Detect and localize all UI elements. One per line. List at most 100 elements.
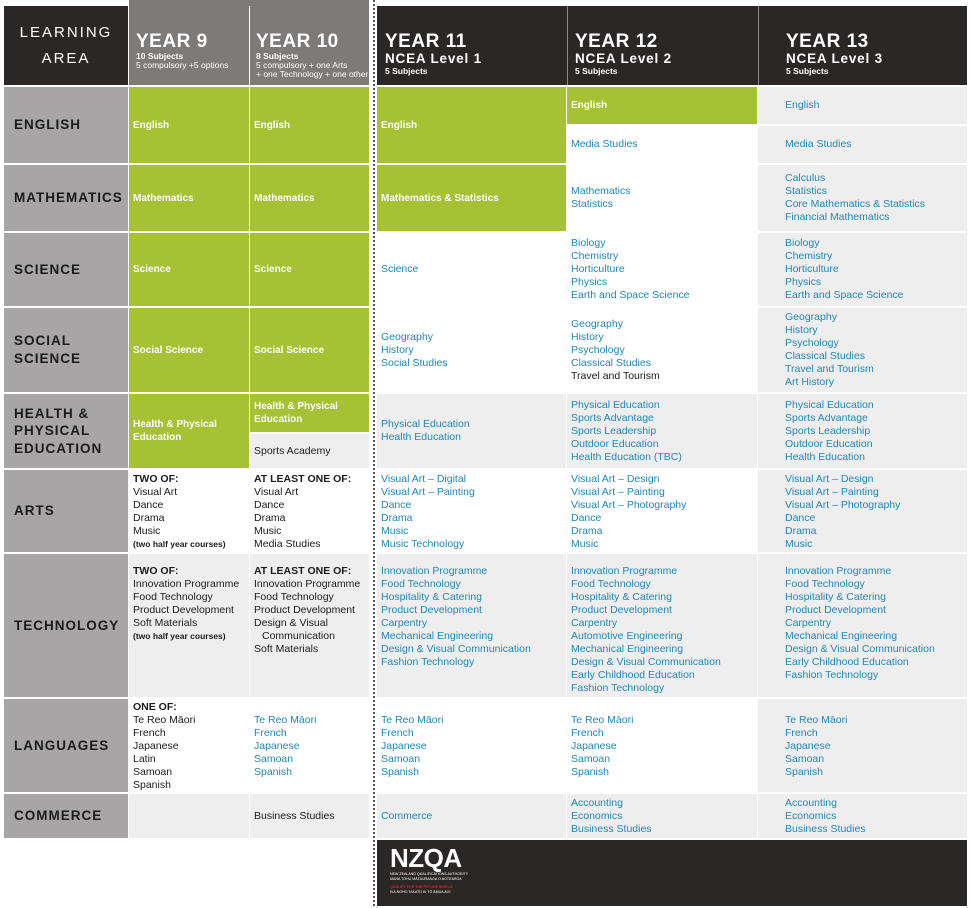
- list-item: French: [254, 727, 287, 739]
- maths-y12: Mathematics Statistics: [567, 165, 757, 231]
- list-item: History: [785, 324, 818, 336]
- maths-y9-text: Mathematics: [133, 192, 194, 204]
- area-social-label-2: SCIENCE: [14, 351, 82, 366]
- list-item: Te Reo Māori: [133, 714, 196, 726]
- list-item: French: [381, 727, 414, 739]
- social-y11: Geography History Social Studies: [377, 308, 566, 392]
- list-item: Visual Art – Design: [571, 473, 660, 485]
- list-item: Statistics: [571, 198, 614, 210]
- list-item: Samoan: [133, 766, 173, 778]
- year9-note: 5 compulsory +5 options: [136, 60, 229, 70]
- area-health-label-1: HEALTH &: [14, 405, 90, 421]
- list-item: Biology: [571, 237, 606, 249]
- list-item: Social Studies: [381, 356, 448, 369]
- arts-y13: Visual Art – Design Visual Art – Painting…: [758, 470, 967, 552]
- list-item: Communication: [262, 630, 335, 642]
- list-item: Education: [254, 414, 303, 425]
- list-item: Fashion Technology: [785, 669, 879, 681]
- year10-note-2: + one Technology + one other: [256, 69, 369, 79]
- area-commerce: COMMERCE: [4, 794, 128, 838]
- list-item: Fashion Technology: [381, 656, 475, 668]
- health-y11: Physical Education Health Education: [377, 394, 566, 468]
- list-item: Earth and Space Science: [785, 289, 904, 301]
- list-item: Japanese: [571, 740, 617, 752]
- area-science-label: SCIENCE: [14, 261, 82, 277]
- list-item: Soft Materials: [254, 643, 319, 655]
- area-mathematics-label: MATHEMATICS: [14, 190, 123, 206]
- list-item: Samoan: [571, 753, 611, 765]
- area-arts: ARTS: [4, 470, 128, 552]
- year13-subjects: 5 Subjects: [786, 66, 829, 76]
- list-item: Food Technology: [254, 591, 334, 603]
- list-item: Travel and Tourism: [571, 369, 660, 382]
- arts-y9: TWO OF: Visual Art Dance Drama Music (two hal…: [129, 470, 249, 552]
- languages-y9-head: ONE OF:: [133, 701, 177, 713]
- list-item: Samoan: [785, 753, 825, 765]
- list-item: Te Reo Māori: [381, 714, 444, 726]
- maths-y10: Mathematics: [250, 165, 369, 231]
- list-item: Visual Art – Photography: [785, 499, 901, 511]
- list-item: Samoan: [254, 753, 294, 765]
- list-item: Calculus: [785, 172, 826, 184]
- tech-y10-head: AT LEAST ONE OF:: [254, 565, 352, 577]
- list-item: Accounting: [785, 796, 837, 809]
- list-item: Physical Education: [785, 398, 874, 411]
- list-item: Psychology: [785, 337, 839, 349]
- list-item: Business Studies: [785, 822, 866, 835]
- list-item: Visual Art – Photography: [571, 499, 687, 511]
- area-technology: TECHNOLOGY: [4, 554, 128, 697]
- commerce-y13: Accounting Economics Business Studies: [758, 794, 967, 838]
- tech-y12: Innovation Programme Food Technology Hospi…: [567, 554, 757, 697]
- list-item: Dance: [571, 512, 602, 524]
- list-item: Product Development: [254, 604, 355, 616]
- area-english: ENGLISH: [4, 87, 128, 163]
- list-item: Music: [254, 525, 282, 537]
- year13-level: NCEA Level 3: [786, 51, 883, 66]
- list-item: Physical Education: [381, 418, 470, 430]
- english-y11: English: [377, 87, 566, 163]
- list-item: Hospitality & Catering: [785, 591, 886, 603]
- list-item: Te Reo Māori: [785, 714, 848, 726]
- list-item: Product Development: [785, 604, 886, 616]
- list-item: Chemistry: [785, 250, 833, 262]
- list-item: Sports Advantage: [785, 411, 868, 424]
- languages-y13: Te Reo Māori French Japanese Samoan Spanish: [758, 699, 967, 792]
- science-y9-text: Science: [133, 264, 171, 275]
- english-y12-bottom: Media Studies: [567, 126, 757, 163]
- list-item: Design & Visual Communication: [571, 656, 721, 668]
- list-item: Mechanical Engineering: [785, 630, 898, 642]
- year12-level: NCEA Level 2: [575, 51, 672, 66]
- social-y9: Social Science: [129, 308, 249, 392]
- list-item: Sports Advantage: [571, 411, 654, 424]
- arts-y12: Visual Art – Design Visual Art – Painting…: [567, 470, 757, 552]
- english-y12-top: English: [567, 87, 757, 124]
- nzqa-line-1: NEW ZEALAND QUALIFICATIONS AUTHORITY: [390, 872, 469, 876]
- list-item: Education: [133, 432, 182, 443]
- list-item: Dance: [785, 512, 816, 524]
- list-item: Geography: [381, 330, 433, 343]
- commerce-y12: Accounting Economics Business Studies: [567, 794, 757, 838]
- english-y10-text: English: [254, 119, 291, 131]
- list-item: Visual Art – Digital: [381, 473, 467, 485]
- arts-y9-head: TWO OF:: [133, 473, 179, 485]
- year10-header: YEAR 10 8 Subjects 5 compulsory + one Ar…: [250, 6, 369, 85]
- languages-y12: Te Reo Māori French Japanese Samoan Spanish: [567, 699, 757, 792]
- maths-y11-text: Mathematics & Statistics: [381, 192, 499, 204]
- list-item: Health Education: [785, 450, 865, 463]
- languages-y9: ONE OF: Te Reo Māori French Japanese Latin Sa…: [129, 699, 249, 792]
- social-y13: Geography History Psychology Classical Stud…: [758, 308, 967, 392]
- social-y10: Social Science: [250, 308, 369, 392]
- year12-subjects: 5 Subjects: [575, 66, 618, 76]
- health-y10-bottom: Sports Academy: [250, 434, 369, 468]
- list-item: Drama: [785, 525, 817, 537]
- list-item: Classical Studies: [785, 350, 865, 362]
- list-item: Visual Art – Painting: [571, 486, 665, 498]
- english-y10: English: [250, 87, 369, 163]
- arts-y10: AT LEAST ONE OF: Visual Art Dance Drama Musi…: [250, 470, 369, 552]
- list-item: Latin: [133, 753, 156, 765]
- list-item: Music Technology: [381, 538, 465, 550]
- english-y9: English: [129, 87, 249, 163]
- year11-subjects: 5 Subjects: [385, 66, 428, 76]
- list-item: Spanish: [133, 779, 171, 791]
- list-item: Visual Art – Painting: [381, 486, 475, 498]
